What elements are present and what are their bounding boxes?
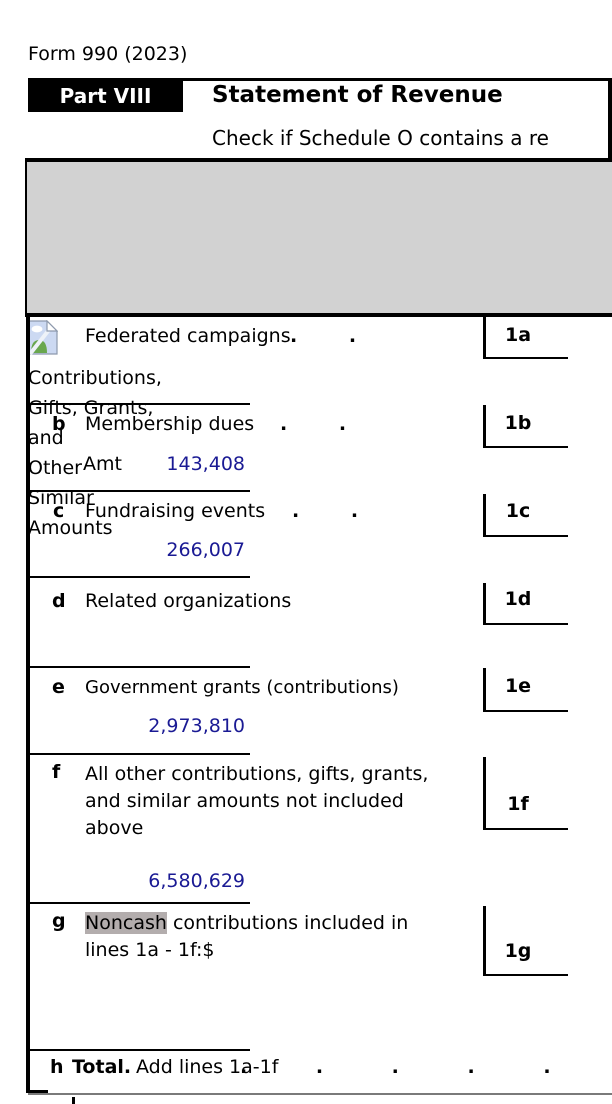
row-divider [28,490,250,492]
row-1c-amount: 266,007 [166,539,245,561]
row-1h-label-bold: Total. [72,1056,132,1078]
cell-1g-bottom-border [483,974,568,976]
row-1g-label: Noncash contributions included in lines … [85,910,408,964]
row-1e-lineno: 1e [504,675,532,697]
sidebar-line: Contributions, [28,367,162,389]
row-1a-label: Federated campaigns [85,325,291,347]
row-1h-label: Add lines 1a-1f [136,1056,279,1078]
row-1f-amount: 6,580,629 [148,870,245,892]
part-title: Statement of Revenue [212,82,503,108]
row-1g-label-line2: lines 1a - 1f:$ [85,939,215,961]
row-1b-letter: b [52,413,66,435]
row-1g-highlighted-word: Noncash [85,912,167,934]
broken-image-icon [28,319,59,359]
cell-1e-bottom-border [483,710,568,712]
row-1c-label: Fundraising events [85,500,266,522]
part-label-box: Part VIII [28,81,183,112]
row-1c-dots: . . [292,500,359,522]
cell-1d-bottom-border [483,623,568,625]
sidebar-line: Amounts [28,517,113,539]
cell-1c-left-border [483,494,486,535]
row-divider [28,753,250,755]
cell-1e-left-border [483,668,486,710]
sidebar-line: and [28,427,64,449]
row-1g-letter: g [52,910,66,932]
sidebar-line: Gifts, Grants, [28,397,154,419]
row-1b-label: Membership dues [85,413,255,435]
row-1b-amount-prefix: Amt [83,453,122,475]
row-1b-dots: . . [280,413,347,435]
table-bottom-left-corner [26,1090,48,1093]
cell-1f-bottom-border [483,828,568,830]
header-top-rule [28,78,608,81]
row-1g-label-rest: contributions included in [166,912,409,934]
row-1b-amount: 143,408 [166,453,245,475]
row-1f-lineno: 1f [507,793,529,815]
section-sidebar: Contributions, Gifts, Grants, and Other … [28,363,162,543]
row-1f-label-line: above [85,817,144,839]
row-1d-letter: d [52,590,66,612]
row-divider [28,902,250,904]
row-1f-label-line: All other contributions, gifts, grants, [85,763,429,785]
cell-1f-left-border [483,757,486,829]
sidebar-line: Other [28,457,82,479]
row-divider [28,403,250,405]
cell-1a-bottom-border [483,357,568,359]
table-top-rule [25,313,612,317]
sidebar-line: Similar [28,487,94,509]
row-1c-lineno: 1c [505,500,531,522]
row-1a-lineno: 1a [504,324,532,346]
cell-1b-left-border [483,405,486,446]
row-1d-label: Related organizations [85,590,292,612]
row-1e-label: Government grants (contributions) [85,677,399,698]
row-1f-label-line: and similar amounts not included [85,790,404,812]
cell-1b-bottom-border [483,446,568,448]
row-1e-amount: 2,973,810 [148,715,245,737]
row-1g-lineno: 1g [504,940,532,962]
table-bottom-rule [28,1093,612,1095]
gray-band-top-rule [25,158,612,162]
row-divider [28,1049,250,1051]
row-1f-label: All other contributions, gifts, grants, … [85,761,428,842]
table-left-border [26,317,30,1093]
row-1c-letter: c [53,500,65,522]
header-right-border [608,78,612,162]
row-1f-letter: f [52,761,61,783]
row-1a-dots: . . [290,325,357,347]
row-1b-lineno: 1b [504,412,532,434]
row-1h-dots: . . . . . . [240,1056,612,1078]
cell-1g-left-border [483,906,486,974]
next-section-divider [72,1097,75,1104]
row-1e-letter: e [52,676,65,698]
form-number: Form 990 (2023) [28,43,188,65]
cell-1c-bottom-border [483,535,568,537]
row-1d-lineno: 1d [504,588,532,610]
row-divider [28,666,250,668]
row-1h-letter: h [50,1056,64,1078]
row-divider [28,576,250,578]
schedule-o-check-line: Check if Schedule O contains a re [212,126,549,150]
cell-1a-left-border [483,317,486,358]
cell-1d-left-border [483,583,486,623]
table-header-band [25,162,612,313]
